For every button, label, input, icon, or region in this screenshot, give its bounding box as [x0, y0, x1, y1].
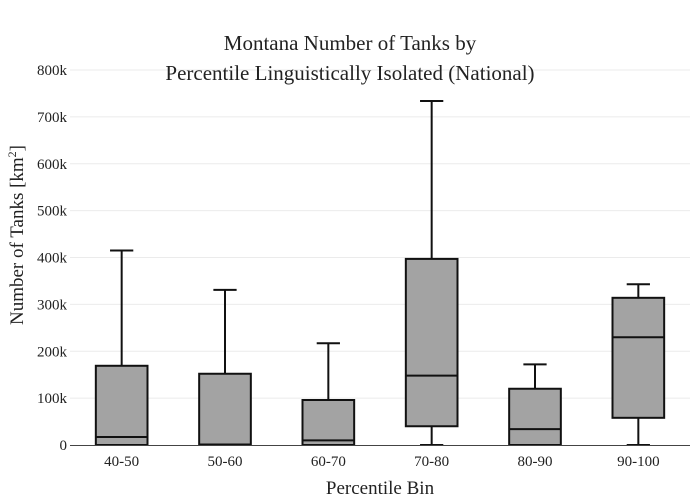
iqr-box [404, 257, 459, 428]
y-axis-title: Number of Tanks [km2] [5, 145, 28, 325]
x-tick-label: 80-90 [518, 454, 553, 470]
y-tick-label: 400k [37, 251, 68, 267]
y-axis-title-sup: 2 [5, 151, 19, 157]
y-axis-title-main: Number of Tanks [km [7, 157, 28, 325]
box-group-70-80 [404, 99, 459, 446]
x-tick-label: 90-100 [617, 454, 660, 470]
y-axis-title-end: ] [7, 145, 28, 151]
y-tick-label: 600k [37, 157, 68, 173]
y-tick-label: 700k [37, 110, 68, 126]
box-group-90-100 [611, 283, 666, 446]
box-group-60-70 [301, 342, 356, 446]
box-layer [94, 99, 666, 446]
x-tick-label: 60-70 [311, 454, 346, 470]
y-tick-label: 800k [37, 63, 68, 79]
box-group-80-90 [508, 363, 562, 446]
iqr-box [301, 399, 356, 446]
iqr-box [508, 387, 562, 446]
iqr-box [198, 372, 252, 446]
axis-layer: 0 100k 200k 300k 400k 500k 600k 700k 800k 40-50 50… [37, 63, 690, 470]
y-tick-label: 500k [37, 204, 68, 220]
box-group-40-50 [94, 249, 149, 446]
y-tick-label: 100k [37, 391, 68, 407]
chart-title-line-2: Percentile Linguistically Isolated (Nati… [165, 61, 534, 85]
chart-title-line-1: Montana Number of Tanks by [224, 31, 477, 55]
x-tick-label: 40-50 [104, 454, 139, 470]
grid-layer [70, 69, 690, 399]
iqr-box [611, 296, 666, 419]
x-axis-title: Percentile Bin [326, 478, 435, 499]
box-group-50-60 [198, 288, 252, 446]
x-tick-label: 50-60 [208, 454, 243, 470]
y-tick-label: 200k [37, 344, 68, 360]
y-tick-label: 300k [37, 297, 68, 313]
x-tick-label: 70-80 [414, 454, 449, 470]
iqr-box [94, 364, 149, 446]
y-tick-label: 0 [60, 438, 68, 454]
